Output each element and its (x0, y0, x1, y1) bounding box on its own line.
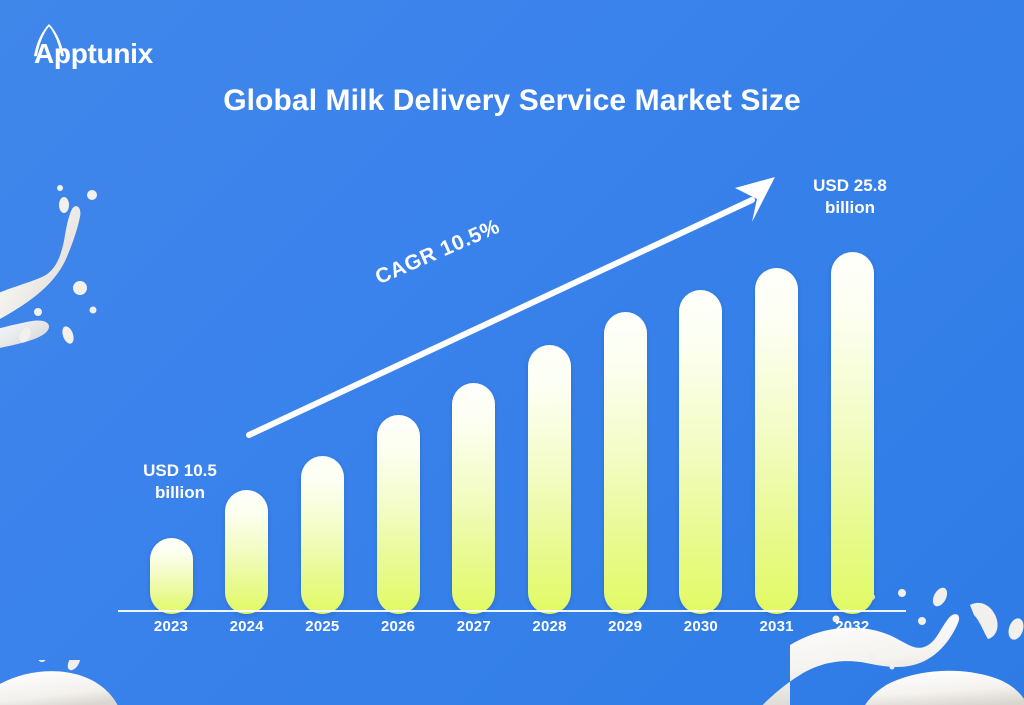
bar-2024[interactable] (225, 490, 269, 614)
last-value-line2: billion (824, 198, 876, 218)
bar-2029[interactable] (603, 312, 647, 614)
x-axis-line (118, 610, 906, 612)
x-tick-2025: 2025 (305, 618, 340, 635)
brand-logo[interactable]: Apptunix (30, 24, 153, 68)
bar-2031[interactable] (755, 268, 799, 614)
arch-a-icon (34, 24, 64, 57)
brand-logo-text: Apptunix (34, 38, 153, 69)
x-tick-2029: 2029 (608, 618, 643, 635)
x-tick-2030: 2030 (683, 618, 718, 635)
bar-2028[interactable] (528, 345, 571, 614)
first-value-callout: USD 10.5 billion (112, 460, 248, 505)
x-tick-2026: 2026 (381, 618, 416, 635)
bar-2032[interactable] (830, 252, 874, 614)
bar-2030[interactable] (679, 290, 723, 614)
bar-2025[interactable] (300, 456, 344, 614)
last-value-line1: USD 25.8 (813, 176, 887, 195)
x-tick-2027: 2027 (456, 618, 491, 635)
page-title: Global Milk Delivery Service Market Size (223, 84, 801, 117)
x-tick-2023: 2023 (153, 618, 189, 635)
bar-2027[interactable] (452, 383, 496, 614)
first-value-line1: USD 10.5 (143, 461, 217, 480)
x-tick-2031: 2031 (759, 618, 794, 635)
last-value-callout: USD 25.8 billion (780, 175, 920, 220)
bar-2023[interactable] (149, 538, 193, 614)
x-tick-2028: 2028 (532, 618, 567, 635)
x-tick-2024: 2024 (229, 618, 264, 635)
x-tick-2032: 2032 (835, 618, 870, 635)
bar-2026[interactable] (376, 415, 420, 614)
first-value-line2: billion (154, 483, 206, 503)
